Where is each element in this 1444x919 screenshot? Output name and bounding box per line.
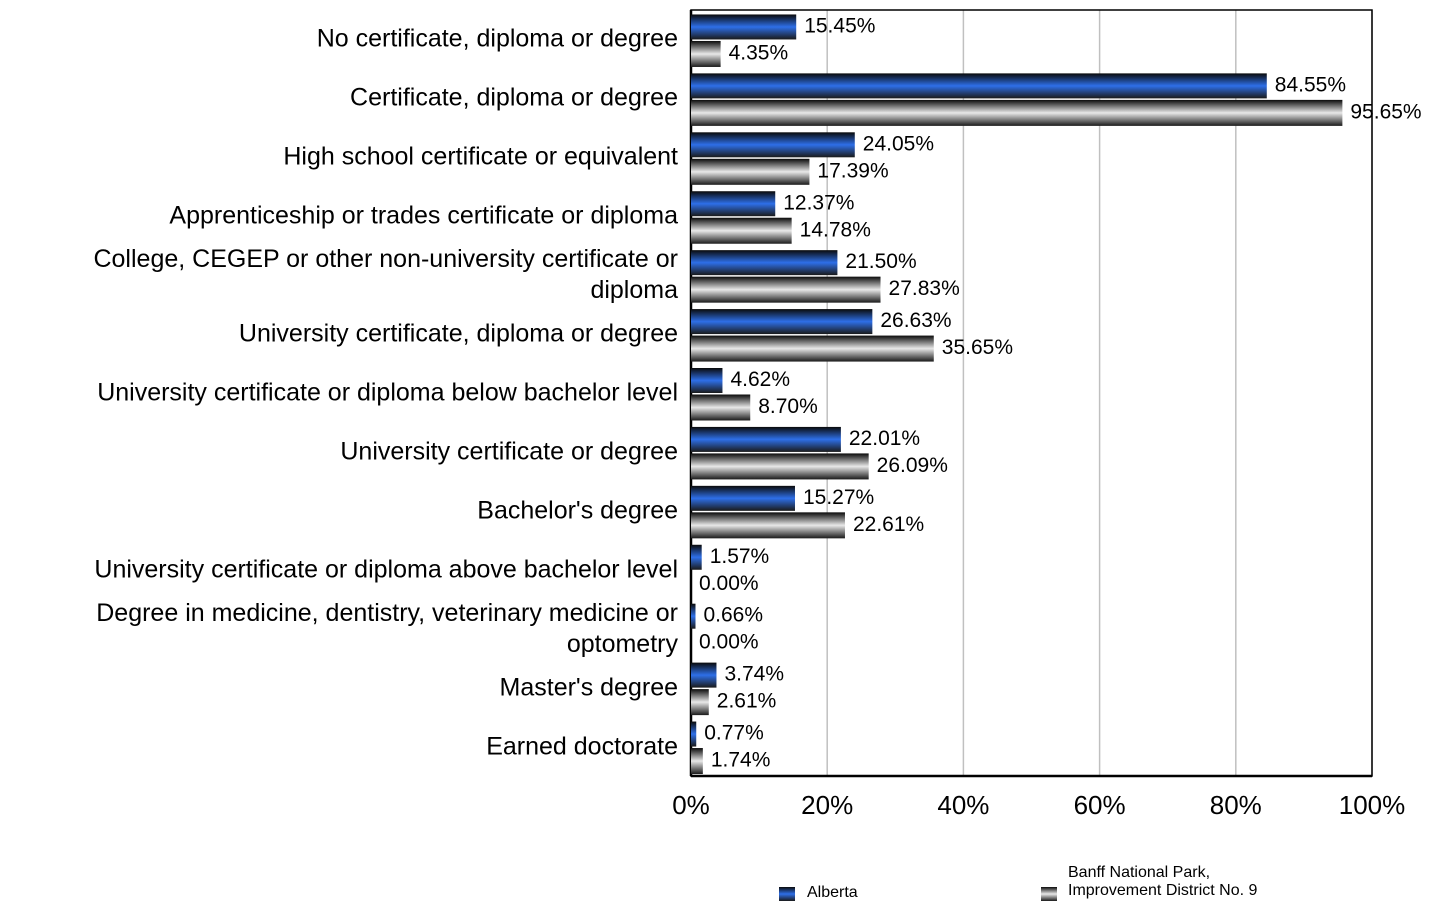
y-tick-label: No certificate, diploma or degree — [316, 24, 678, 53]
bar — [691, 217, 792, 244]
data-label: 14.78% — [800, 218, 871, 241]
y-tick-label: University certificate or diploma below … — [97, 378, 678, 407]
y-tick-label: Apprenticeship or trades certificate or … — [169, 201, 678, 230]
bar — [691, 158, 810, 185]
y-tick-label: Certificate, diploma or degree — [350, 83, 678, 112]
data-label: 22.61% — [853, 513, 924, 536]
legend-swatch — [1041, 887, 1057, 901]
x-tick-label: 80% — [1210, 790, 1262, 820]
bar — [691, 426, 841, 452]
y-tick-label: High school certificate or equivalent — [283, 142, 678, 171]
bar — [691, 485, 795, 511]
y-tick-label: Master's degree — [499, 673, 678, 702]
data-label: 4.62% — [730, 368, 790, 391]
x-tick-label: 0% — [672, 790, 710, 820]
x-tick-label: 100% — [1339, 790, 1406, 820]
y-tick-label: University certificate, diploma or degre… — [238, 319, 678, 348]
bar — [691, 368, 723, 393]
y-tick-label: Bachelor's degree — [477, 496, 678, 525]
data-label: 35.65% — [942, 336, 1013, 359]
bar — [691, 99, 1343, 126]
bar — [691, 309, 873, 335]
data-label: 1.74% — [711, 749, 771, 772]
legend-label: Alberta — [807, 884, 858, 901]
data-label: 0.00% — [699, 631, 759, 654]
bar — [691, 40, 721, 67]
bar — [691, 748, 703, 775]
data-label: 1.57% — [710, 545, 770, 568]
bar — [691, 453, 869, 480]
data-label: 4.35% — [729, 42, 789, 65]
bar — [691, 662, 717, 688]
data-label: 26.09% — [877, 454, 948, 477]
bar — [691, 14, 797, 40]
bar — [691, 394, 751, 421]
y-tick-label: University certificate or diploma above … — [94, 555, 678, 584]
data-label: 2.61% — [717, 690, 777, 713]
y-tick-label: Degree in medicine, dentistry, veterinar… — [96, 598, 678, 658]
data-label: 15.27% — [803, 486, 874, 509]
data-label: 3.74% — [724, 663, 784, 686]
data-label: 21.50% — [845, 250, 916, 273]
x-tick-label: 40% — [937, 790, 989, 820]
data-label: 84.55% — [1275, 73, 1346, 96]
legend-label: Banff National Park, Improvement Distric… — [1068, 864, 1258, 899]
y-tick-label: Earned doctorate — [486, 732, 678, 761]
data-label: 0.66% — [703, 604, 763, 627]
bar — [691, 721, 697, 747]
data-label: 0.77% — [704, 722, 764, 745]
data-label: 17.39% — [817, 159, 888, 182]
y-tick-label: College, CEGEP or other non-university c… — [93, 245, 678, 305]
data-label: 24.05% — [863, 132, 934, 155]
data-label: 12.37% — [783, 191, 854, 214]
y-tick-label: University certificate or degree — [340, 437, 678, 466]
data-label: 15.45% — [804, 15, 875, 38]
bar — [691, 512, 845, 539]
data-label: 27.83% — [889, 277, 960, 300]
x-tick-label: 60% — [1074, 790, 1126, 820]
bar — [691, 191, 776, 217]
bar — [691, 689, 709, 716]
bar — [691, 250, 838, 276]
bar — [691, 73, 1267, 99]
bar — [691, 132, 855, 158]
bar — [691, 335, 934, 362]
bar — [691, 603, 696, 629]
data-label: 8.70% — [758, 395, 818, 418]
data-label: 26.63% — [880, 309, 951, 332]
bar — [691, 544, 702, 570]
data-label: 95.65% — [1350, 100, 1421, 123]
legend-swatch — [779, 887, 795, 901]
bar — [691, 276, 881, 303]
data-label: 22.01% — [849, 427, 920, 450]
x-tick-label: 20% — [801, 790, 853, 820]
data-label: 0.00% — [699, 572, 759, 595]
